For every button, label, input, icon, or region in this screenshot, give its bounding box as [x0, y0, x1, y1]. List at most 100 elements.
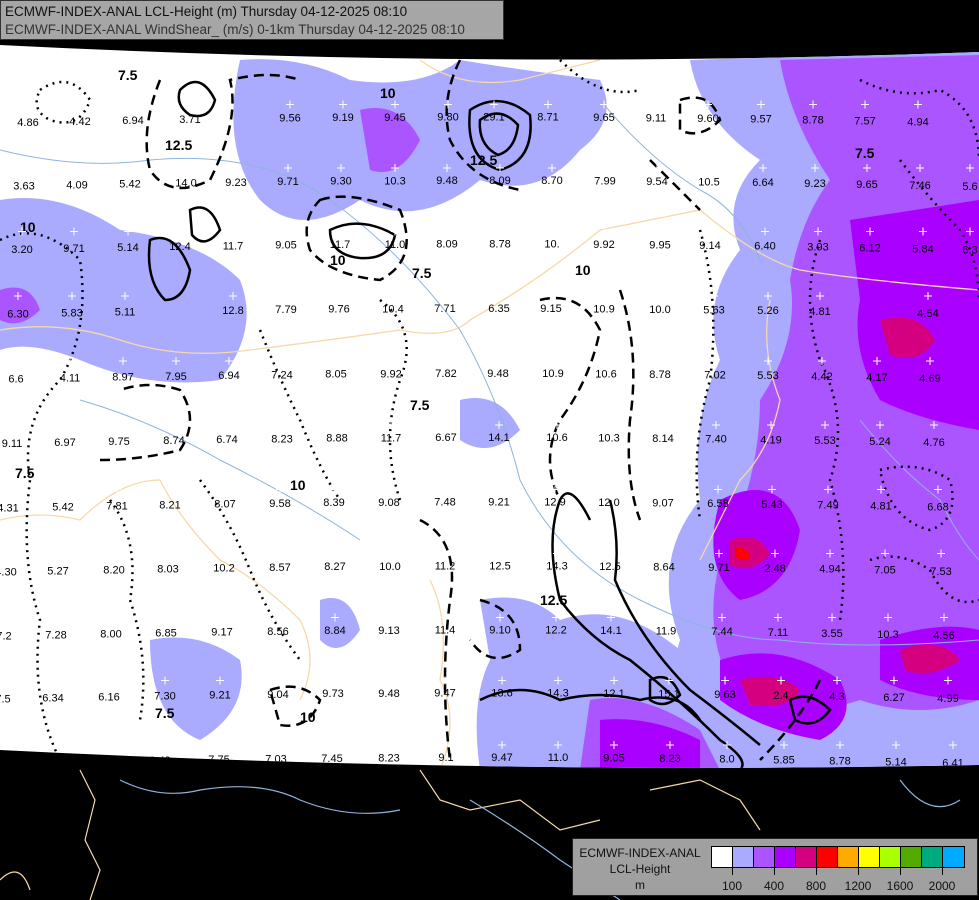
station-marker	[495, 292, 503, 300]
station-marker	[385, 485, 393, 494]
station-value: 9.08	[378, 497, 399, 509]
station-marker	[441, 292, 449, 300]
station-marker	[442, 741, 450, 749]
contour-label: 12.5	[165, 137, 192, 153]
station-marker	[884, 613, 892, 622]
station-marker	[14, 292, 22, 300]
station-marker	[100, 741, 108, 749]
station-value: 8.09	[489, 175, 510, 187]
station-value: 9.65	[856, 179, 877, 191]
station-marker	[662, 613, 670, 622]
station-value: 9.71	[708, 562, 729, 574]
station-value: 9.95	[649, 239, 670, 251]
station-value: 6.6	[8, 374, 23, 386]
station-marker	[126, 164, 134, 172]
station-marker	[387, 421, 395, 429]
station-marker	[764, 357, 772, 365]
station-marker	[286, 100, 294, 109]
station-marker	[757, 100, 765, 109]
station-marker	[385, 613, 393, 622]
station-value: 9.19	[332, 112, 353, 124]
station-value: 8.23	[659, 753, 680, 765]
station-value: 4.42	[69, 116, 90, 128]
station-marker	[656, 357, 664, 365]
windshear-contours	[0, 59, 979, 768]
station-value: 8.14	[652, 433, 673, 445]
contour-label: 10	[300, 709, 316, 725]
station-value: 12.4	[169, 241, 190, 253]
station-marker	[816, 292, 824, 300]
station-marker	[232, 164, 240, 172]
station-value: 4.11	[60, 373, 81, 385]
station-value: 7.44	[711, 626, 732, 638]
station-value: 10.3	[877, 629, 898, 641]
station-value: 2.4	[773, 690, 788, 702]
rivers	[0, 99, 979, 646]
station-marker	[386, 549, 394, 558]
station-value: 8.84	[324, 625, 345, 637]
station-marker	[113, 485, 121, 494]
legend-swatch	[880, 847, 901, 867]
station-marker	[553, 549, 561, 558]
station-marker	[274, 676, 282, 685]
station-value: 7.79	[275, 304, 296, 316]
station-marker	[385, 741, 393, 749]
station-marker	[162, 613, 170, 622]
station-value: 8.00	[100, 628, 121, 640]
station-marker	[331, 549, 339, 558]
station-marker	[441, 549, 449, 558]
station-marker	[339, 100, 347, 109]
station-marker	[828, 613, 836, 622]
station-value: 29.1	[483, 112, 504, 124]
station-value: 11.0	[548, 752, 569, 764]
station-value: 7.99	[594, 175, 615, 187]
station-marker	[495, 485, 503, 494]
station-marker	[331, 613, 339, 622]
station-value: 6.30	[7, 309, 28, 321]
station-marker	[443, 164, 451, 172]
station-value: 3.63	[13, 181, 34, 193]
station-value: 10.6	[546, 432, 567, 444]
station-value: 8.20	[103, 564, 124, 576]
station-value: 5.24	[869, 436, 890, 448]
station-value: 7.45	[321, 753, 342, 765]
station-marker	[498, 676, 506, 685]
station-value: 7.53	[930, 566, 951, 578]
station-value: 8.05	[325, 369, 346, 381]
station-value: 9.60	[697, 113, 718, 125]
station-marker	[710, 292, 718, 300]
station-value: 9.07	[652, 497, 673, 509]
station-value: 9.05	[275, 240, 296, 252]
station-marker	[498, 741, 506, 749]
station-value: 6.58	[707, 498, 728, 510]
station-value: 15.1	[658, 688, 679, 700]
station-value: 11.7	[330, 239, 351, 251]
legend-swatch	[859, 847, 880, 867]
station-marker	[216, 676, 224, 685]
station-value: 10.6	[595, 368, 616, 380]
station-marker	[866, 227, 874, 236]
lcl-height-fill	[0, 50, 979, 768]
station-marker	[944, 676, 952, 685]
station-marker	[496, 613, 504, 622]
station-marker	[610, 741, 618, 749]
station-value: 7.30	[154, 690, 175, 702]
station-value: 6.34	[42, 692, 63, 704]
station-marker	[441, 485, 449, 494]
station-value: 10.	[544, 239, 559, 251]
legend-swatch	[775, 847, 796, 867]
station-value: 9.15	[540, 303, 561, 315]
station-marker	[218, 613, 226, 622]
legend-tick-label: 400	[763, 879, 785, 893]
station-marker	[759, 164, 767, 172]
station-marker	[24, 100, 32, 109]
station-marker	[336, 227, 344, 236]
station-marker	[496, 227, 504, 236]
station-value: 9.80	[437, 112, 458, 124]
station-value: 7.57	[854, 115, 875, 127]
station-marker	[607, 613, 615, 622]
station-value: 8.03	[157, 563, 178, 575]
station-value: 5.63	[703, 304, 724, 316]
station-value: 6.12	[859, 242, 880, 254]
